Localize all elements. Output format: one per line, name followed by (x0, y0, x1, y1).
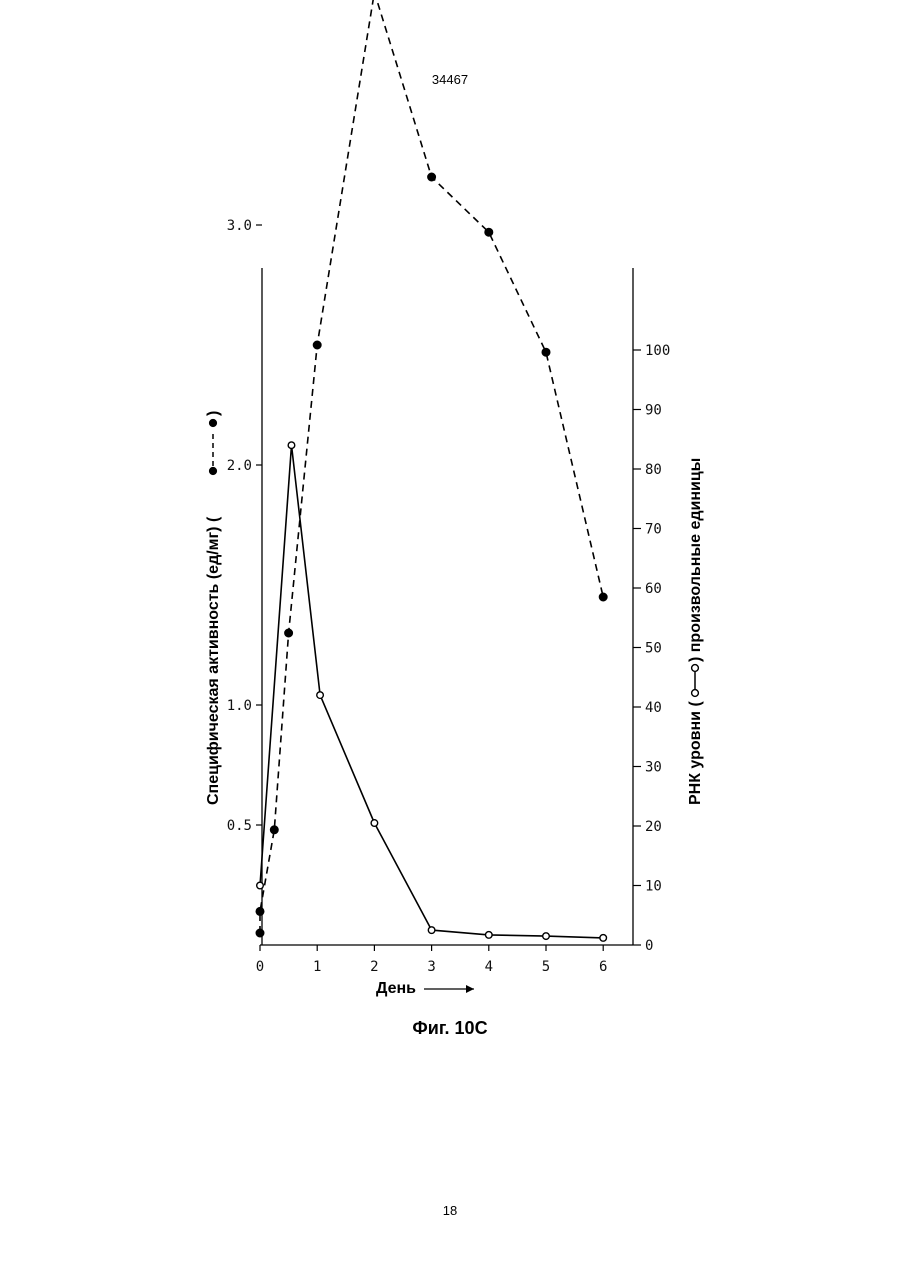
left-tick-label: 2.0 (227, 458, 252, 474)
left-legend-point (209, 419, 216, 426)
rna-point (257, 882, 264, 889)
right-tick-label: 90 (645, 403, 662, 419)
right-tick-label: 10 (645, 879, 662, 895)
activity-point (428, 173, 436, 181)
activity-point (271, 826, 279, 834)
activity-point (599, 593, 607, 601)
left-axis-label-close: ) (205, 411, 222, 416)
rna-point (317, 692, 324, 699)
activity-point (285, 629, 293, 637)
x-tick-label: 2 (370, 959, 378, 975)
right-legend-point (692, 690, 699, 697)
right-axis-label: РНК уровни ( (687, 701, 704, 805)
left-tick-label: 3.0 (227, 218, 252, 234)
activity-point (256, 929, 264, 937)
activity-point (313, 341, 321, 349)
rna-point (288, 442, 295, 449)
activity-point (542, 348, 550, 356)
right-tick-label: 0 (645, 938, 653, 954)
right-legend-point (692, 665, 699, 672)
right-tick-label: 70 (645, 522, 662, 538)
right-tick-label: 40 (645, 700, 662, 716)
page-number: 18 (0, 1203, 900, 1218)
right-tick-label: 80 (645, 462, 662, 478)
x-tick-label: 3 (427, 959, 435, 975)
x-tick-label: 1 (313, 959, 321, 975)
activity-point (485, 228, 493, 236)
right-tick-label: 100 (645, 343, 670, 359)
x-tick-label: 4 (485, 959, 493, 975)
x-tick-label: 6 (599, 959, 607, 975)
activity-series-line (260, 0, 603, 933)
rna-point (600, 935, 607, 942)
right-tick-label: 20 (645, 819, 662, 835)
x-axis-arrow-head (466, 985, 474, 993)
rna-point (486, 932, 493, 939)
right-tick-label: 60 (645, 581, 662, 597)
chart-series (256, 0, 607, 941)
right-tick-label: 30 (645, 760, 662, 776)
right-axis-title-group: РНК уровни ( ) произвольные единицы (687, 458, 704, 805)
left-tick-label: 1.0 (227, 698, 252, 714)
left-legend-point (209, 467, 216, 474)
x-tick-label: 0 (256, 959, 264, 975)
chart-axes (260, 268, 633, 945)
left-axis-title-group: Специфическая активность (ед/мг) () (205, 411, 222, 805)
rna-point (371, 820, 378, 827)
activity-point (256, 908, 264, 916)
chart-axis-labels: День Специфическая активность (ед/мг) () Р… (205, 411, 704, 997)
x-axis-label: День (376, 980, 416, 997)
rna-point (428, 927, 435, 934)
rna-series-line (260, 445, 603, 938)
x-tick-label: 5 (542, 959, 550, 975)
right-axis-label-suffix: ) произвольные единицы (687, 458, 704, 662)
chart-ticks: 0.51.02.03.04.05.00102030405060708090100… (227, 0, 671, 975)
right-tick-label: 50 (645, 641, 662, 657)
left-axis-label: Специфическая активность (ед/мг) ( (205, 516, 222, 805)
figure-caption: Фиг. 10С (0, 1018, 900, 1039)
left-tick-label: 0.5 (227, 818, 252, 834)
rna-point (543, 933, 550, 940)
